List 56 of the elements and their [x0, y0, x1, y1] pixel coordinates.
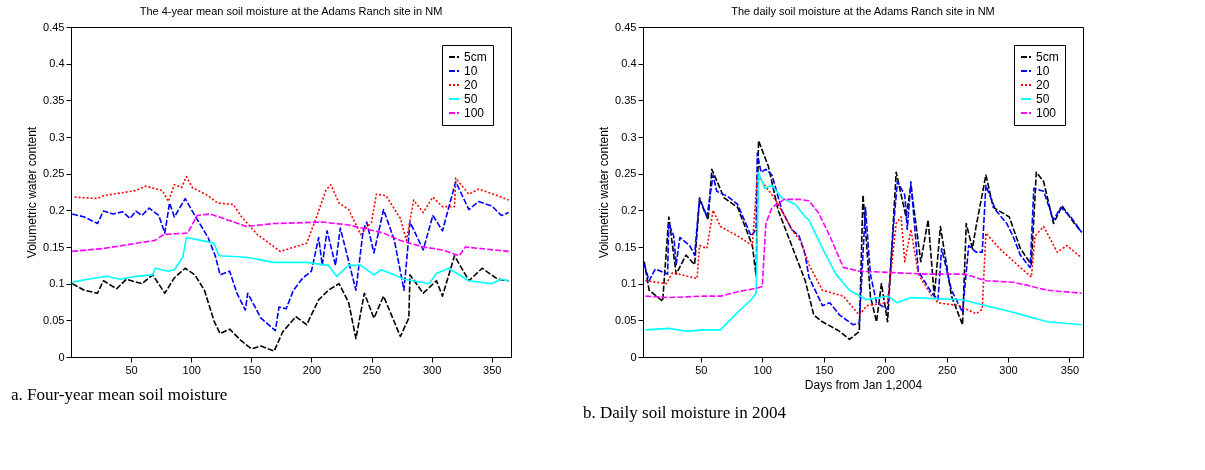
- y-tick-label: 0.25: [43, 167, 65, 180]
- y-tick-label: 0.05: [615, 313, 637, 326]
- y-tick-label: 0: [630, 350, 637, 363]
- x-tick-label: 50: [125, 363, 138, 376]
- y-tick-label: 0.35: [43, 93, 65, 106]
- x-tick-label: 200: [302, 363, 322, 376]
- x-tick-label: 250: [937, 363, 957, 376]
- x-tick-label: 300: [422, 363, 442, 376]
- y-tick-label: 0.2: [621, 203, 637, 216]
- legend-label: 5cm: [1036, 50, 1059, 64]
- text: a. Four-year mean soil moisture: [11, 385, 228, 404]
- x-tick-label: 250: [362, 363, 382, 376]
- line-series: [71, 180, 510, 332]
- x-tick-label: 100: [753, 363, 772, 376]
- legend-label: 50: [464, 92, 478, 106]
- legend-label: 10: [1036, 64, 1050, 78]
- line-series: [71, 236, 510, 285]
- y-tick-label: 0.15: [43, 240, 65, 253]
- chart-title: The daily soil moisture at the Adams Ranch site in NM: [731, 5, 995, 17]
- legend-label: 20: [1036, 78, 1050, 92]
- y-tick-label: 0.3: [49, 130, 65, 143]
- line-series: [644, 198, 1083, 299]
- y-tick-label: 0.25: [615, 167, 637, 180]
- x-axis-title: Days from Jan 1,2004: [804, 377, 923, 392]
- y-tick-label: 0.35: [615, 93, 637, 106]
- y-tick-label: 0.1: [49, 277, 65, 290]
- x-tick-label: 350: [1060, 363, 1080, 376]
- y-tick-label: 0.2: [49, 203, 65, 216]
- y-tick-label: 0.1: [621, 277, 637, 290]
- y-tick-label: 0.45: [43, 20, 65, 33]
- legend-label: 10: [464, 64, 478, 78]
- x-tick-label: 300: [999, 363, 1018, 376]
- y-axis-title: Volumetric water content: [597, 126, 612, 259]
- legend-label: 50: [1036, 92, 1050, 106]
- text: b. Daily soil moisture in 2004: [583, 403, 787, 422]
- y-tick-label: 0: [58, 350, 65, 363]
- x-tick-label: 100: [182, 363, 201, 376]
- legend-label: 5cm: [464, 50, 487, 64]
- y-tick-label: 0.05: [43, 313, 65, 326]
- line-series: [73, 175, 510, 253]
- legend-label: 100: [464, 106, 485, 120]
- x-tick-label: 350: [483, 363, 502, 376]
- legend-label: 100: [1036, 106, 1057, 120]
- y-tick-label: 0.15: [615, 240, 637, 253]
- y-tick-label: 0.4: [621, 57, 637, 70]
- y-axis-title: Volumetric water content: [25, 126, 40, 259]
- chart-title: The 4-year mean soil moisture at the Adams Ranch site in NM: [139, 5, 443, 17]
- y-tick-label: 0.45: [615, 20, 637, 33]
- line-series: [71, 213, 510, 257]
- legend-label: 20: [464, 78, 478, 92]
- x-tick-label: 150: [242, 363, 262, 376]
- y-tick-label: 0.3: [621, 130, 637, 143]
- x-tick-label: 150: [814, 363, 834, 376]
- x-tick-label: 50: [695, 363, 708, 376]
- x-tick-label: 200: [876, 363, 895, 376]
- y-tick-label: 0.4: [49, 57, 65, 70]
